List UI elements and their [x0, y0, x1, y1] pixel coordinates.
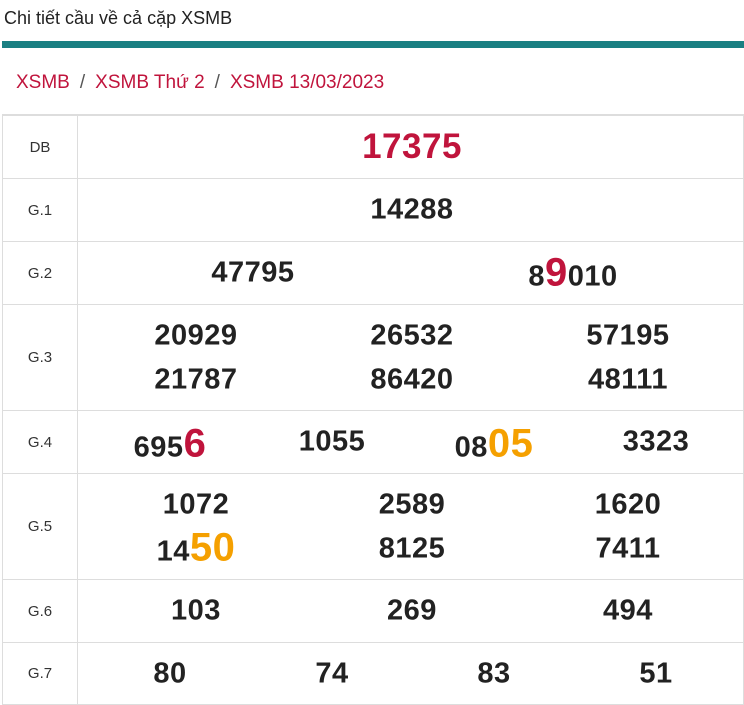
prize-number: 2589 [378, 488, 446, 521]
prize-number: 21787 [154, 363, 238, 396]
prize-number: 51 [639, 657, 673, 690]
prize-number-part: 695 [133, 431, 184, 464]
prize-number: 8125 [378, 532, 446, 565]
prize-number-highlighted: 89010 [528, 251, 617, 296]
prize-label: G.7 [2, 642, 78, 705]
prize-number: 26532 [370, 319, 454, 352]
prize-number: 57195 [586, 319, 670, 352]
prize-number: 47795 [211, 256, 295, 289]
prize-number: 1620 [594, 488, 662, 521]
prize-number: 494 [603, 594, 653, 627]
prize-number-part: 14 [156, 535, 190, 568]
prize-number: 269 [387, 594, 437, 627]
repeat-pair-highlight: 50 [189, 525, 236, 570]
prize-number: 3323 [622, 425, 690, 458]
prize-number-highlighted: 0805 [455, 422, 534, 467]
header-divider [2, 41, 744, 48]
page-header: Chi tiết cầu về cả cặp XSMB [0, 0, 744, 48]
prize-number-part: 010 [567, 260, 618, 293]
prize-number: 86420 [370, 363, 454, 396]
prize-number-highlighted: 1450 [157, 526, 236, 571]
prize-number-highlighted: 6956 [134, 422, 207, 467]
prize-number: 103 [171, 594, 221, 627]
prize-number-part: 08 [454, 431, 488, 464]
repeat-pair-highlight: 05 [487, 421, 534, 466]
prize-number: 74 [315, 657, 349, 690]
breadcrumb: XSMB / XSMB Thứ 2 / XSMB 13/03/2023 [2, 48, 744, 115]
prize-label: G.1 [2, 178, 78, 242]
results-table: DB 17375 G.1 14288 G.2 47795 89010 G.3 2… [2, 115, 744, 705]
prize-number-part: 8 [528, 260, 545, 293]
breadcrumb-link-xsmb-date[interactable]: XSMB 13/03/2023 [229, 72, 385, 93]
result-row-g2: G.2 47795 89010 [2, 241, 744, 305]
page-title: Chi tiết cầu về cả cặp XSMB [4, 8, 233, 28]
repeat-digit-highlight: 6 [183, 421, 207, 466]
prize-label: G.4 [2, 410, 78, 474]
prize-number: 48111 [588, 363, 668, 396]
prize-label: DB [2, 115, 78, 179]
prize-label: G.3 [2, 304, 78, 411]
result-row-g7: G.7 80 74 83 51 [2, 642, 744, 705]
prize-number: 14288 [370, 193, 454, 226]
result-row-g5: G.5 1072 2589 1620 1450 8125 7411 [2, 473, 744, 580]
repeat-digit-highlight: 9 [545, 250, 568, 295]
result-row-g4: G.4 6956 1055 0805 3323 [2, 410, 744, 474]
prize-number: 7411 [595, 532, 661, 565]
prize-label: G.2 [2, 241, 78, 305]
breadcrumb-link-xsmb[interactable]: XSMB [16, 72, 70, 93]
breadcrumb-separator: / [214, 72, 220, 93]
breadcrumb-link-xsmb-thu-2[interactable]: XSMB Thứ 2 [95, 72, 205, 93]
result-row-db: DB 17375 [2, 115, 744, 179]
prize-number: 83 [477, 657, 511, 690]
prize-number: 17375 [362, 127, 462, 166]
result-row-g6: G.6 103 269 494 [2, 579, 744, 643]
result-row-g1: G.1 14288 [2, 178, 744, 242]
prize-number: 1055 [298, 425, 366, 458]
prize-label: G.5 [2, 473, 78, 580]
prize-label: G.6 [2, 579, 78, 643]
prize-number: 20929 [154, 319, 238, 352]
prize-number: 80 [153, 657, 187, 690]
breadcrumb-separator: / [79, 72, 86, 93]
result-row-g3: G.3 20929 26532 57195 21787 86420 48111 [2, 304, 744, 411]
prize-number: 1072 [162, 488, 230, 521]
